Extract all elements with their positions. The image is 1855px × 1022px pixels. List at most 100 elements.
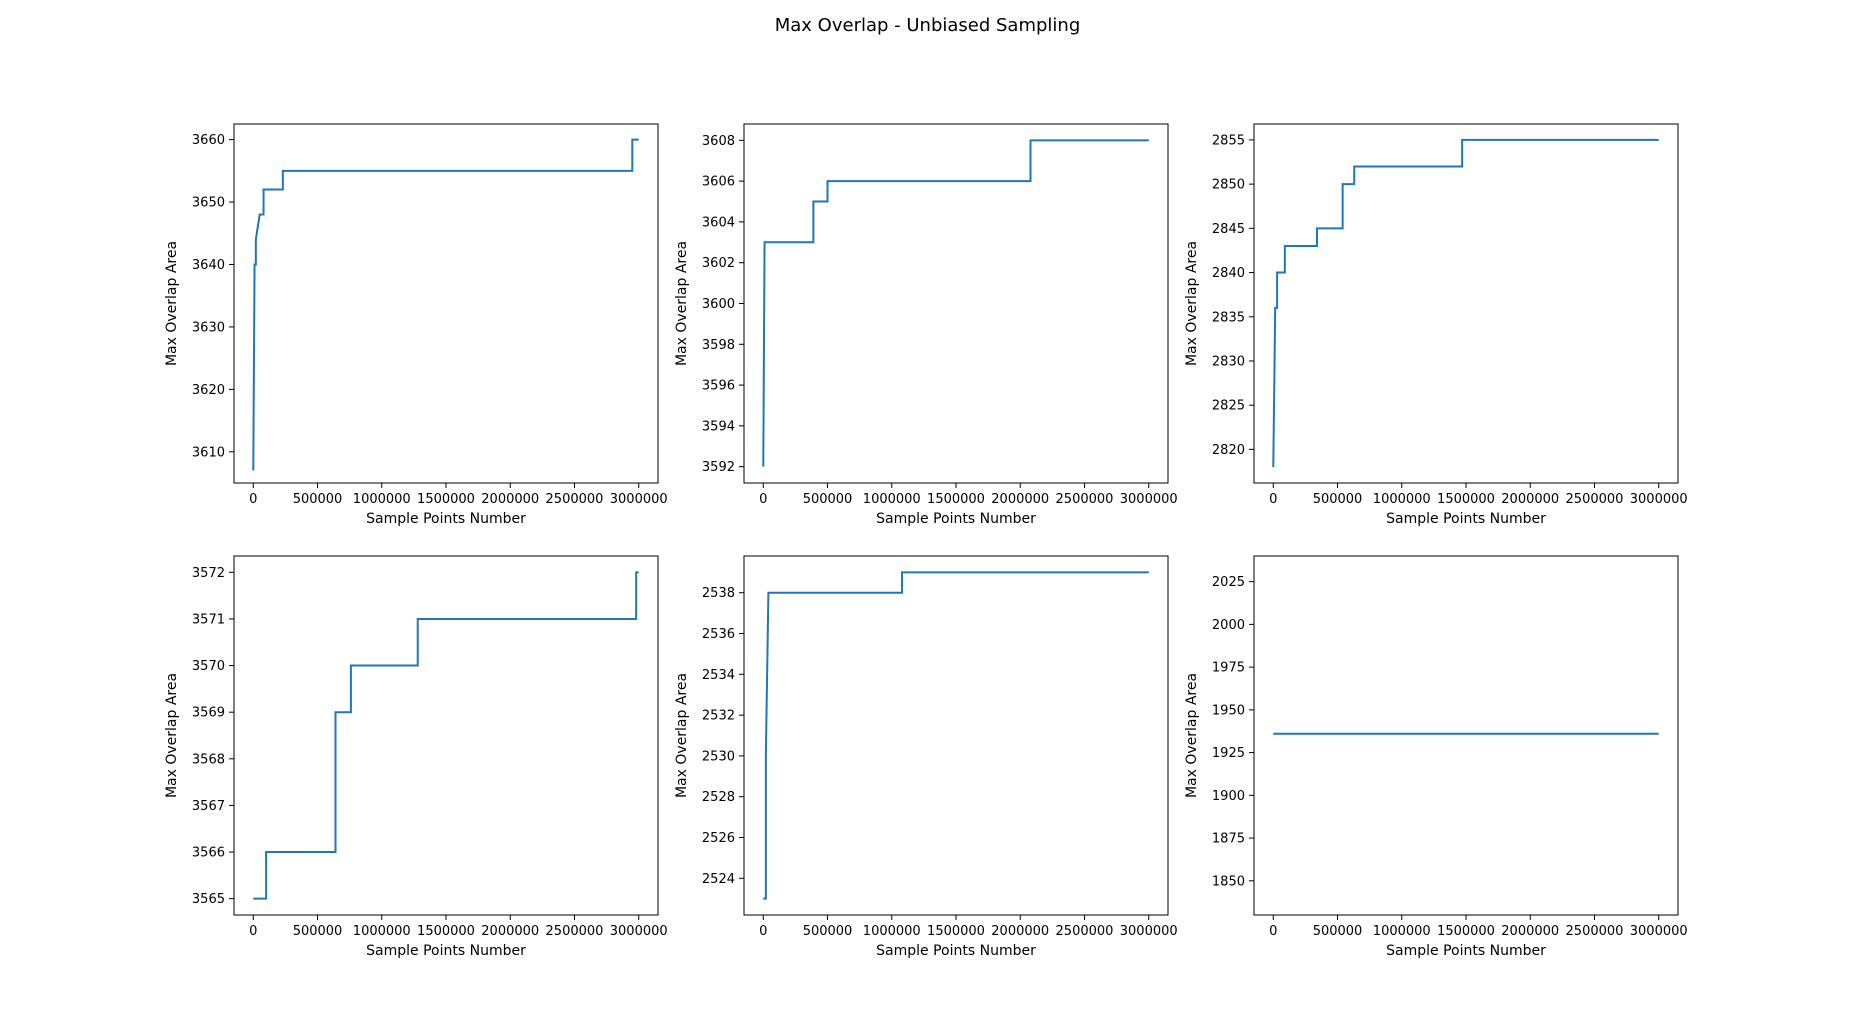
y-tick-label: 3567 (192, 799, 225, 814)
y-tick-label: 1925 (1212, 746, 1245, 761)
x-tick-label: 0 (1269, 924, 1277, 939)
y-tick-label: 2536 (702, 627, 735, 642)
x-tick-label: 500000 (293, 492, 343, 507)
y-tick-label: 3571 (192, 612, 225, 627)
x-tick-label: 1000000 (863, 924, 921, 939)
x-tick-label: 1500000 (927, 492, 985, 507)
y-tick-label: 3598 (702, 338, 735, 353)
x-tick-label: 3000000 (1120, 492, 1178, 507)
axes-frame (1253, 123, 1679, 484)
x-tick-label: 3000000 (1120, 924, 1178, 939)
y-tick-label: 2530 (702, 749, 735, 764)
series-line-1 (252, 138, 639, 471)
series-line-1 (762, 139, 1149, 467)
x-tick-label: 2000000 (1501, 492, 1559, 507)
x-tick-label: 1500000 (1437, 924, 1495, 939)
x-tick-label: 0 (759, 924, 767, 939)
series-line-1 (763, 571, 1149, 900)
x-axis-label: Sample Points Number (366, 511, 526, 527)
y-tick-label: 3568 (192, 752, 225, 767)
x-tick-label: 1500000 (417, 924, 475, 939)
x-axis-label: Sample Points Number (1386, 511, 1546, 527)
y-tick-label: 2835 (1212, 310, 1245, 325)
x-axis-label: Sample Points Number (1386, 943, 1546, 959)
y-tick-label: 3650 (192, 196, 225, 211)
axes-frame (233, 123, 659, 484)
y-tick-label: 3565 (192, 892, 225, 907)
x-tick-label: 3000000 (1630, 492, 1688, 507)
x-tick-label: 0 (1269, 492, 1277, 507)
y-tick-label: 2825 (1212, 399, 1245, 414)
y-tick-label: 3596 (702, 379, 735, 394)
x-tick-label: 1500000 (1437, 492, 1495, 507)
x-tick-label: 2500000 (1566, 492, 1624, 507)
x-axis-label: Sample Points Number (876, 511, 1036, 527)
axes-frame (743, 123, 1169, 484)
x-tick-label: 2500000 (1056, 492, 1114, 507)
x-axis-label: Sample Points Number (366, 943, 526, 959)
y-tick-label: 3602 (702, 256, 735, 271)
y-tick-label: 3630 (192, 320, 225, 335)
y-tick-label: 3600 (702, 297, 735, 312)
y-tick-label: 1975 (1212, 661, 1245, 676)
y-axis-label: Max Overlap Area (1184, 241, 1200, 366)
x-tick-label: 500000 (1313, 492, 1363, 507)
axes-frame (233, 555, 659, 916)
x-tick-label: 2500000 (1566, 924, 1624, 939)
x-tick-label: 500000 (293, 924, 343, 939)
y-tick-label: 3610 (192, 445, 225, 460)
y-tick-label: 3592 (702, 460, 735, 475)
x-tick-label: 2500000 (546, 924, 604, 939)
y-tick-label: 3606 (702, 175, 735, 190)
y-tick-label: 3608 (702, 134, 735, 149)
x-tick-label: 500000 (803, 924, 853, 939)
x-tick-label: 2000000 (481, 924, 539, 939)
y-tick-label: 3604 (702, 215, 735, 230)
x-axis-label: Sample Points Number (876, 943, 1036, 959)
y-tick-label: 2845 (1212, 222, 1245, 237)
x-tick-label: 3000000 (610, 492, 668, 507)
y-tick-label: 2528 (702, 790, 735, 805)
subplot-6: 0 500000 1000000 1500000 2000000 2500000 30000… (1184, 555, 1688, 959)
figure-title: Max Overlap - Unbiased Sampling (774, 15, 1081, 36)
series-line-1 (1272, 138, 1659, 468)
y-tick-label: 2850 (1212, 178, 1245, 193)
y-tick-label: 2524 (702, 872, 735, 887)
x-tick-label: 2000000 (481, 492, 539, 507)
y-axis-label: Max Overlap Area (674, 673, 690, 798)
y-axis-label: Max Overlap Area (164, 241, 180, 366)
x-tick-label: 1000000 (1373, 924, 1431, 939)
subplot-3: 0 500000 1000000 1500000 2000000 2500000 30000… (1184, 123, 1688, 527)
x-tick-label: 2500000 (546, 492, 604, 507)
x-tick-label: 3000000 (1630, 924, 1688, 939)
y-tick-label: 3569 (192, 706, 225, 721)
x-tick-label: 1000000 (1373, 492, 1431, 507)
x-tick-label: 0 (759, 492, 767, 507)
x-tick-label: 2000000 (991, 492, 1049, 507)
y-tick-label: 1950 (1212, 703, 1245, 718)
x-tick-label: 1500000 (927, 924, 985, 939)
y-tick-label: 2820 (1212, 443, 1245, 458)
y-tick-label: 3660 (192, 133, 225, 148)
y-tick-label: 3594 (702, 419, 735, 434)
x-tick-label: 500000 (803, 492, 853, 507)
subplot-2: 0 500000 1000000 1500000 2000000 2500000 30000… (674, 123, 1178, 527)
y-tick-label: 2025 (1212, 575, 1245, 590)
x-tick-label: 1500000 (417, 492, 475, 507)
y-tick-label: 2532 (702, 709, 735, 724)
series-line-1 (253, 571, 639, 900)
y-tick-label: 3570 (192, 659, 225, 674)
x-tick-label: 2000000 (1501, 924, 1559, 939)
axes-frame (1253, 555, 1679, 916)
y-tick-label: 3640 (192, 258, 225, 273)
y-tick-label: 3572 (192, 566, 225, 581)
subplot-5: 0 500000 1000000 1500000 2000000 2500000 30000… (674, 555, 1178, 959)
y-tick-label: 2855 (1212, 133, 1245, 148)
y-tick-label: 3620 (192, 383, 225, 398)
y-tick-label: 2534 (702, 668, 735, 683)
x-tick-label: 0 (249, 924, 257, 939)
y-tick-label: 2840 (1212, 266, 1245, 281)
y-tick-label: 2000 (1212, 618, 1245, 633)
y-tick-label: 3566 (192, 846, 225, 861)
